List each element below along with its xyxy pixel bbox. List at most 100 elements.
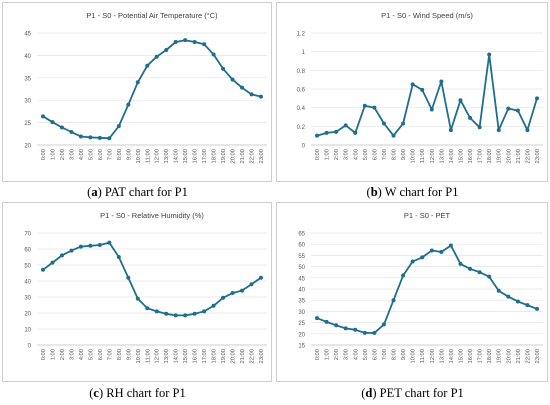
y-tick-label: 0 [28,344,32,350]
data-point [164,48,169,53]
chart-svg-d: P1 - S0 - PET 15 20 25 30 35 40 45 50 55 60 65 0:00 1… [298,211,543,364]
x-tick-label: 17:00 [202,149,208,164]
chart-title: P1 - S0 - Wind Speed (m/s) [381,11,473,20]
y-tick-label: 55 [298,254,305,260]
x-tick-label: 11:00 [145,149,151,163]
data-point [334,323,339,328]
caption-a: (a) PAT chart for P1 [87,185,188,199]
y-tick-label: 0 [302,144,306,150]
data-point [230,77,235,82]
data-point [420,255,425,260]
x-tick-label: 1:00 [50,149,56,160]
data-point [88,135,93,140]
data-point [126,102,131,107]
data-point [50,120,55,125]
caption-c: (c) RH chart for P1 [89,386,186,400]
x-tick-label: 19:00 [221,349,227,364]
data-point [372,105,377,110]
caption-text-a: PAT chart for P1 [101,185,188,199]
x-tick-label: 19:00 [497,149,503,164]
data-point [183,313,188,318]
data-point [458,261,463,266]
y-tick-label: 30 [24,99,31,105]
x-tick-label: 1:00 [325,349,331,360]
x-tick-label: 6:00 [372,349,378,360]
data-point [116,255,121,259]
y-tick-label: 25 [24,121,31,127]
data-point [334,129,339,134]
y-tick-label: 0.8 [297,69,306,75]
y-tick-label: 15 [298,344,305,350]
x-tick-label: 0:00 [315,149,321,160]
data-point [506,106,511,111]
data-point [429,248,434,253]
data-point [221,66,226,71]
caption-text-c: RH chart for P1 [103,386,186,400]
x-tick-label: 14:00 [174,349,180,364]
data-point [59,125,64,130]
data-point [145,63,150,68]
x-tick-label: 10:00 [136,149,142,164]
y-tick-label: 45 [24,32,31,38]
x-tick-label: 17:00 [478,149,484,164]
y-tick-label: 40 [24,54,31,60]
x-tick-label: 6:00 [372,149,378,160]
data-point [496,288,501,293]
x-tick-label: 22:00 [250,149,256,164]
data-point [477,125,482,130]
x-tick-label: 8:00 [392,349,398,360]
x-tick-label: 15:00 [458,349,464,364]
x-tick-label: 19:00 [221,149,227,164]
y-tick-label: 10 [24,328,31,334]
x-tick-label: 10:00 [411,349,417,364]
data-point [240,288,245,293]
data-point [496,128,501,133]
data-point [97,243,102,247]
x-tick-label: 17:00 [478,349,484,364]
data-point [362,103,367,108]
data-point [173,39,178,44]
x-tick-label: 2:00 [334,149,340,160]
x-tick-label: 7:00 [107,349,113,360]
data-point [506,294,511,299]
x-tick-label: 18:00 [212,349,218,364]
caption-letter-b: b [370,185,378,199]
x-tick-label: 20:00 [506,349,512,364]
data-point [135,80,140,85]
x-tick-label: 3:00 [344,349,350,360]
x-tick-label: 14:00 [174,149,180,164]
x-tick-label: 6:00 [98,349,104,360]
x-tick-label: 12:00 [430,149,436,164]
x-tick-label: 14:00 [449,349,455,364]
x-tick-label: 17:00 [202,349,208,364]
x-tick-label: 15:00 [458,149,464,164]
data-point [353,327,358,332]
x-tick-label: 11:00 [420,349,426,363]
data-point [97,135,102,140]
caption-d: (d) PET chart for P1 [361,386,464,400]
data-point [324,130,329,135]
data-point [448,128,453,133]
y-tick-label: 30 [24,296,31,302]
data-point [41,114,45,119]
data-point [230,291,235,295]
x-tick-label: 22:00 [525,149,531,164]
data-point [69,130,74,135]
y-tick-label: 25 [298,321,305,327]
data-point [315,316,319,321]
x-tick-label: 3:00 [69,349,75,360]
x-tick-label: 21:00 [240,149,246,164]
data-point [116,124,121,129]
data-point [78,244,83,249]
data-point [211,303,216,308]
caption-b: (b) W chart for P1 [366,185,459,199]
chart-svg-a: P1 - S0 - Potential Air Temperature (°C)… [24,11,267,164]
data-point [154,54,159,59]
x-tick-label: 5:00 [363,149,369,160]
data-point [343,326,348,331]
data-point [88,243,93,248]
data-point [468,115,473,120]
data-point [487,274,492,279]
y-tick-label: 50 [24,264,31,270]
chart-panel-d: P1 - S0 - PET 15 20 25 30 35 40 45 50 55 60 65 0:00 1… [276,202,548,382]
